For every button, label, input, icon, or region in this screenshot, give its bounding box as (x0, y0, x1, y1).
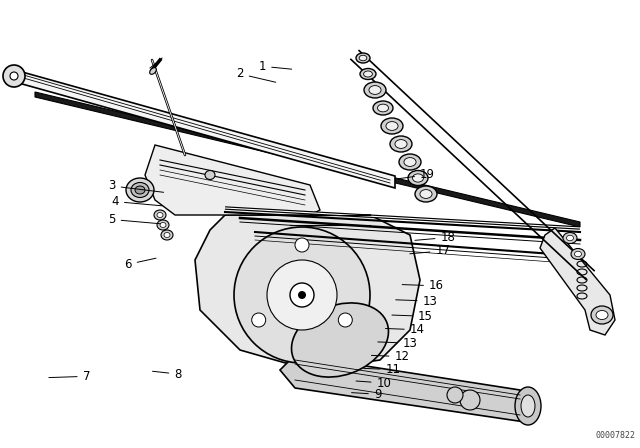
Ellipse shape (399, 154, 421, 170)
Ellipse shape (364, 82, 386, 98)
Text: 5: 5 (108, 213, 161, 226)
Text: 19: 19 (397, 168, 435, 181)
Text: 6: 6 (124, 258, 156, 271)
Circle shape (447, 387, 463, 403)
Ellipse shape (420, 190, 432, 198)
Ellipse shape (160, 223, 166, 228)
Ellipse shape (157, 220, 169, 230)
Ellipse shape (381, 118, 403, 134)
Ellipse shape (157, 212, 163, 217)
Ellipse shape (135, 186, 145, 194)
Text: 1: 1 (259, 60, 292, 73)
Ellipse shape (571, 249, 585, 259)
Ellipse shape (575, 251, 582, 257)
Polygon shape (540, 228, 615, 335)
Text: 3: 3 (108, 179, 164, 193)
Text: 7: 7 (49, 370, 90, 383)
Circle shape (267, 260, 337, 330)
Ellipse shape (408, 171, 428, 185)
Circle shape (298, 291, 306, 299)
Polygon shape (195, 215, 420, 370)
Text: 2: 2 (236, 67, 276, 82)
Text: 4: 4 (111, 195, 163, 208)
Ellipse shape (3, 65, 25, 87)
Text: 8: 8 (152, 367, 182, 381)
Ellipse shape (566, 235, 573, 241)
Ellipse shape (386, 121, 398, 130)
Ellipse shape (131, 182, 149, 198)
Text: 17: 17 (410, 244, 451, 258)
Ellipse shape (415, 186, 437, 202)
Ellipse shape (369, 86, 381, 95)
Polygon shape (280, 355, 535, 422)
Circle shape (252, 313, 266, 327)
Ellipse shape (521, 395, 535, 417)
Circle shape (234, 227, 370, 363)
Ellipse shape (164, 233, 170, 237)
Text: 13: 13 (378, 336, 418, 350)
Ellipse shape (364, 71, 372, 77)
Circle shape (339, 313, 352, 327)
Text: 12: 12 (371, 350, 410, 363)
Circle shape (290, 283, 314, 307)
Text: 9: 9 (351, 388, 381, 401)
Ellipse shape (404, 158, 416, 166)
Ellipse shape (515, 387, 541, 425)
Ellipse shape (359, 55, 367, 61)
Ellipse shape (596, 310, 608, 319)
Polygon shape (15, 70, 395, 188)
Polygon shape (145, 145, 320, 215)
Text: 14: 14 (385, 323, 425, 336)
Polygon shape (35, 92, 580, 227)
Ellipse shape (10, 72, 18, 80)
Circle shape (460, 390, 480, 410)
Ellipse shape (154, 210, 166, 220)
Ellipse shape (390, 136, 412, 152)
Text: 18: 18 (415, 231, 456, 244)
Text: 13: 13 (396, 294, 438, 308)
Ellipse shape (150, 68, 156, 74)
Ellipse shape (413, 174, 424, 182)
Text: 11: 11 (364, 363, 401, 376)
Text: 10: 10 (356, 376, 392, 390)
Ellipse shape (563, 233, 577, 244)
Ellipse shape (360, 69, 376, 79)
Text: 00007822: 00007822 (595, 431, 635, 440)
Ellipse shape (126, 178, 154, 202)
Ellipse shape (161, 230, 173, 240)
Text: 16: 16 (402, 279, 444, 293)
Ellipse shape (395, 140, 407, 148)
Ellipse shape (591, 306, 613, 324)
Text: 15: 15 (392, 310, 433, 323)
Ellipse shape (291, 303, 388, 377)
Ellipse shape (373, 101, 393, 115)
Ellipse shape (356, 53, 370, 63)
Circle shape (295, 238, 309, 252)
Ellipse shape (378, 104, 388, 112)
Ellipse shape (205, 171, 215, 180)
